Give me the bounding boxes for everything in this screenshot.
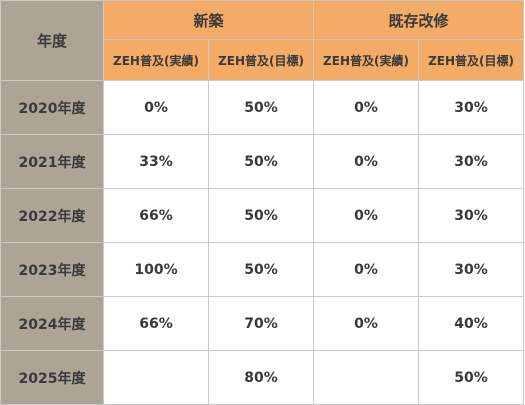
table-cell: 50% <box>207 80 315 135</box>
table-cell: 0% <box>313 296 420 351</box>
table-cell: 30% <box>418 188 525 243</box>
row-year-label: 2022年度 <box>0 188 104 243</box>
table-row: 2024年度 66% 70% 0% 40% <box>0 296 525 351</box>
table-cell: 30% <box>418 80 525 135</box>
table-cell: 40% <box>418 296 525 351</box>
table-cell: 70% <box>207 296 315 351</box>
table-cell: 66% <box>103 188 209 243</box>
table-cell: 66% <box>103 296 209 351</box>
table-cell <box>103 350 209 405</box>
year-column-header: 年度 <box>0 0 104 81</box>
row-year-label: 2020年度 <box>0 80 104 135</box>
table-cell: 50% <box>207 134 315 189</box>
table-cell: 30% <box>418 134 525 189</box>
table-cell <box>313 350 420 405</box>
row-year-label: 2023年度 <box>0 242 104 297</box>
table-cell: 0% <box>313 80 420 135</box>
subheader-renovation-actual: ZEH普及(実績) <box>313 39 420 81</box>
table-row: 2022年度 66% 50% 0% 30% <box>0 188 525 243</box>
subheader-renovation-target: ZEH普及(目標) <box>418 39 525 81</box>
table-row: 2020年度 0% 50% 0% 30% <box>0 80 525 135</box>
table-cell: 33% <box>103 134 209 189</box>
table-cell: 30% <box>418 242 525 297</box>
table-cell: 50% <box>207 242 315 297</box>
table-cell: 80% <box>207 350 315 405</box>
subheader-new-actual: ZEH普及(実績) <box>103 39 209 81</box>
group-header-renovation: 既存改修 <box>313 0 525 40</box>
table-cell: 0% <box>313 134 420 189</box>
table-cell: 50% <box>418 350 525 405</box>
table-cell: 50% <box>207 188 315 243</box>
table-cell: 100% <box>103 242 209 297</box>
table-row: 2021年度 33% 50% 0% 30% <box>0 134 525 189</box>
subheader-new-target: ZEH普及(目標) <box>207 39 315 81</box>
table-row: 2023年度 100% 50% 0% 30% <box>0 242 525 297</box>
row-year-label: 2024年度 <box>0 296 104 351</box>
table-cell: 0% <box>313 242 420 297</box>
row-year-label: 2025年度 <box>0 350 104 405</box>
table-row: 2025年度 80% 50% <box>0 350 525 405</box>
table-cell: 0% <box>103 80 209 135</box>
table-cell: 0% <box>313 188 420 243</box>
group-header-new-build: 新築 <box>102 0 315 40</box>
row-year-label: 2021年度 <box>0 134 104 189</box>
